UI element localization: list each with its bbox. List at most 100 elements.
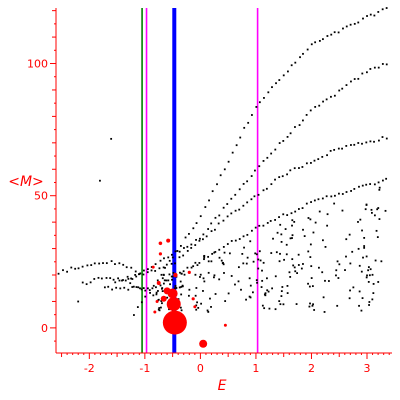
data-point (170, 275, 173, 278)
data-point (224, 300, 227, 302)
data-point (178, 256, 181, 259)
data-point (199, 237, 201, 240)
data-point (261, 269, 263, 272)
data-point (165, 263, 168, 266)
data-point (321, 155, 324, 158)
highlight-point (160, 295, 167, 302)
data-point (301, 166, 304, 168)
data-point (262, 189, 265, 192)
data-point (203, 254, 206, 257)
data-point (214, 228, 216, 231)
data-point (204, 206, 207, 208)
data-point (122, 279, 124, 281)
data-point (152, 294, 155, 297)
data-point (385, 177, 388, 180)
data-point (262, 261, 265, 264)
data-point (271, 287, 274, 290)
data-point (214, 251, 217, 253)
data-point (188, 232, 190, 235)
data-point (349, 23, 352, 26)
data-point (281, 286, 284, 288)
data-point (364, 208, 367, 211)
data-point (90, 264, 93, 266)
data-point (136, 306, 139, 308)
data-point (258, 165, 261, 168)
data-point (209, 297, 211, 300)
data-point (305, 114, 308, 116)
data-point (289, 132, 292, 135)
data-point (219, 174, 222, 177)
data-point (333, 202, 336, 205)
data-point (291, 234, 294, 237)
data-point (348, 233, 351, 236)
data-point (378, 139, 380, 142)
data-point (262, 160, 265, 162)
data-point (154, 270, 157, 272)
data-point (369, 183, 372, 185)
data-point (357, 77, 360, 80)
data-point (322, 239, 324, 242)
data-point (279, 252, 281, 255)
x-tick-label: -2 (84, 362, 95, 375)
data-point (180, 285, 183, 288)
data-point (158, 267, 161, 270)
data-point (308, 305, 311, 308)
data-point (314, 106, 317, 108)
data-point (253, 195, 256, 198)
highlight-points (151, 238, 227, 348)
data-point (371, 298, 374, 301)
data-point (373, 140, 375, 143)
data-point (206, 309, 209, 312)
data-point (182, 270, 185, 273)
data-point (310, 162, 312, 164)
data-point (194, 261, 197, 264)
data-point (286, 214, 289, 216)
data-point (159, 284, 162, 287)
data-point (138, 273, 140, 276)
data-point (213, 251, 216, 254)
highlight-point (166, 238, 171, 243)
data-point (294, 61, 297, 64)
data-point (272, 237, 274, 240)
data-point (317, 198, 320, 201)
data-point (252, 291, 254, 294)
data-point (131, 278, 134, 280)
data-point (135, 286, 138, 288)
y-axis-label: <M> (8, 174, 44, 190)
data-point (134, 273, 137, 276)
data-point (230, 212, 233, 215)
data-point (218, 248, 221, 251)
data-point (350, 80, 352, 83)
data-point (163, 279, 166, 282)
data-point (271, 86, 273, 89)
data-point (302, 263, 304, 265)
data-point (165, 279, 168, 282)
data-point (258, 101, 261, 104)
data-point (257, 193, 260, 196)
data-point (202, 238, 204, 241)
data-point (276, 231, 279, 234)
data-point (174, 285, 177, 287)
data-point (247, 121, 250, 124)
data-point (286, 292, 289, 294)
data-point (180, 272, 183, 275)
data-point (196, 301, 198, 304)
data-point (140, 288, 143, 291)
data-point (158, 307, 161, 309)
data-point (307, 217, 310, 219)
data-point (242, 204, 245, 207)
data-point (107, 285, 110, 288)
data-point (118, 279, 121, 282)
data-point (158, 309, 161, 312)
data-point (352, 286, 355, 289)
data-point (100, 277, 103, 280)
data-point (326, 224, 329, 227)
data-point (385, 63, 388, 66)
data-point (184, 236, 187, 239)
data-point (190, 243, 193, 246)
data-point (348, 297, 351, 300)
data-point (345, 191, 348, 193)
data-point (256, 281, 258, 284)
data-point (249, 284, 252, 287)
data-point (202, 277, 205, 280)
